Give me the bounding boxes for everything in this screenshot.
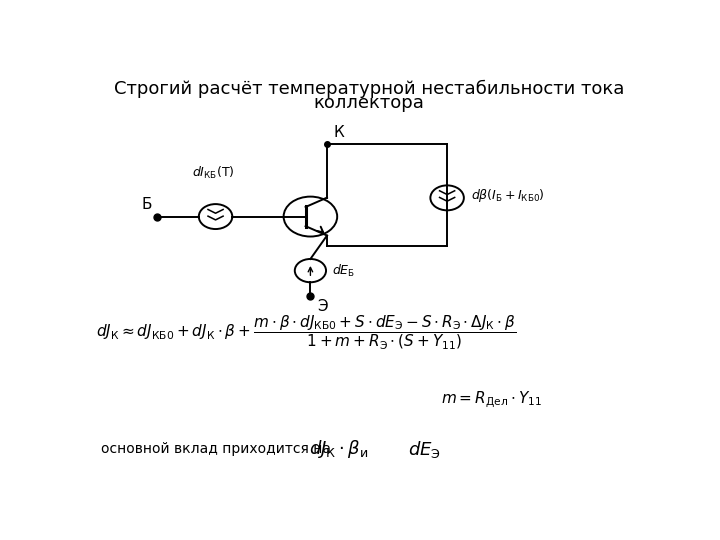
- Text: $m = R_{\rm Дел} \cdot Y_{11}$: $m = R_{\rm Дел} \cdot Y_{11}$: [441, 389, 542, 410]
- Text: $d\beta(I_{\rm Б}+I_{\rm КБ0})$: $d\beta(I_{\rm Б}+I_{\rm КБ0})$: [471, 187, 544, 204]
- Text: Э: Э: [317, 299, 328, 314]
- Text: Б: Б: [142, 197, 153, 212]
- Text: $dJ_{\rm К} \cdot \beta_{\rm и}$: $dJ_{\rm К} \cdot \beta_{\rm и}$: [309, 438, 368, 461]
- Text: основной вклад приходится на: основной вклад приходится на: [101, 442, 331, 456]
- Text: $dI_{\rm КБ}(\rm T)$: $dI_{\rm КБ}(\rm T)$: [192, 165, 234, 181]
- Text: $dE_{\rm Б}$: $dE_{\rm Б}$: [332, 262, 355, 279]
- Text: $dE_{\rm Э}$: $dE_{\rm Э}$: [408, 439, 441, 460]
- Text: Строгий расчёт температурной нестабильности тока: Строгий расчёт температурной нестабильно…: [114, 79, 624, 98]
- Text: $dJ_{\rm К} \approx dJ_{\rm КБ0} + dJ_{\rm К} \cdot \beta + \dfrac{m \cdot \beta: $dJ_{\rm К} \approx dJ_{\rm КБ0} + dJ_{\…: [96, 314, 516, 352]
- Text: коллектора: коллектора: [314, 94, 424, 112]
- Text: К: К: [333, 125, 344, 140]
